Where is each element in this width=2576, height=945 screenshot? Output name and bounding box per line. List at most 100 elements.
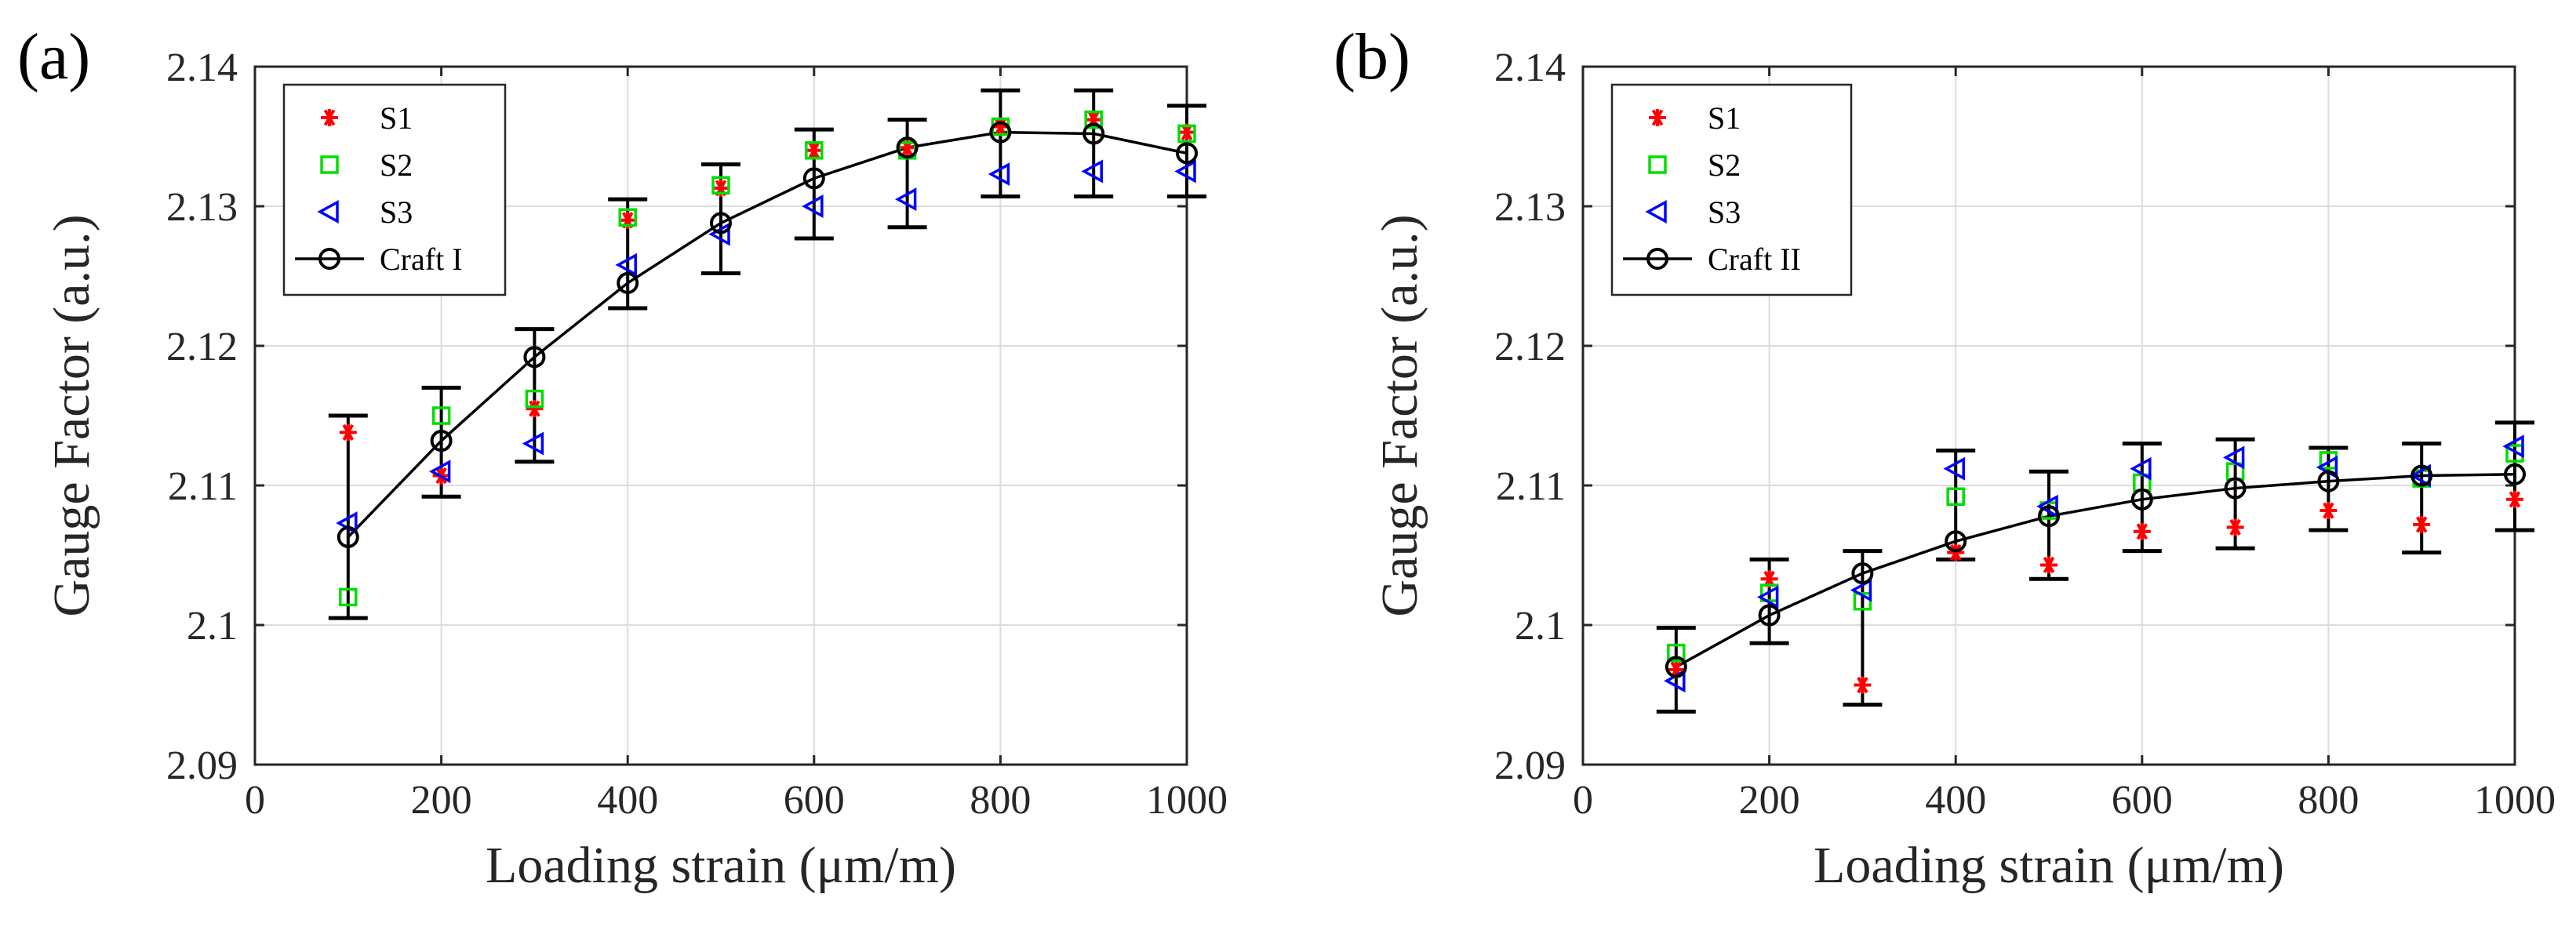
y-tick-label: 2.12: [166, 325, 238, 369]
data-point-s3: [894, 187, 917, 212]
x-tick-label: 400: [597, 778, 658, 823]
legend-marker: [317, 200, 339, 224]
data-point-s1: [2319, 502, 2338, 520]
data-point-s2: [1667, 643, 1686, 663]
data-point-craft: [710, 212, 732, 234]
data-point-s2: [1177, 124, 1196, 144]
data-point-s3: [2130, 456, 2152, 481]
y-tick-label: 2.13: [166, 185, 238, 230]
data-point-s3: [1756, 585, 1779, 609]
legend-entry: S3: [380, 194, 413, 230]
data-point-craft: [2410, 464, 2433, 487]
x-tick-label: 200: [411, 778, 472, 823]
legend-entry: S1: [1708, 100, 1741, 136]
y-tick-label: 2.11: [1496, 464, 1566, 509]
data-point-s3: [1850, 578, 1872, 602]
data-point-s1: [1178, 123, 1195, 141]
x-tick-label: 1000: [2474, 778, 2556, 823]
tick-marks: [1581, 65, 2516, 766]
y-tick-label: 2.09: [166, 743, 238, 788]
legend-entry: S2: [1708, 147, 1741, 183]
legend: S1 S2 S3 Craft I: [282, 83, 507, 296]
panel-label: (b): [1333, 20, 1410, 93]
data-point-s1: [526, 400, 544, 418]
data-point-craft: [1758, 604, 1781, 627]
data-point-s1: [2506, 490, 2523, 508]
data-point-s3: [522, 431, 544, 456]
legend-marker: [318, 248, 340, 270]
data-point-s3: [802, 194, 824, 218]
data-point-s2: [805, 141, 824, 160]
data-point-craft: [1665, 656, 1687, 678]
data-point-s1: [339, 423, 357, 442]
data-point-craft: [617, 271, 639, 294]
legend-marker: [321, 109, 338, 126]
legend-marker: [1646, 248, 1668, 270]
series-craft-markers: [337, 121, 1198, 548]
data-point-s3: [988, 162, 1010, 187]
y-tick-label: 2.11: [168, 464, 238, 509]
data-point-craft: [2224, 477, 2247, 500]
data-point-s1: [2040, 556, 2058, 574]
data-point-craft: [802, 167, 825, 190]
y-tick-label: 2.14: [166, 45, 238, 90]
data-point-craft: [1176, 142, 1198, 165]
data-point-s3: [428, 460, 451, 484]
x-tick-label: 800: [2298, 778, 2359, 823]
series-s3: [1664, 434, 2524, 693]
data-point-craft: [1082, 122, 1105, 145]
legend-entry: S2: [380, 147, 413, 183]
legend-entry: Craft II: [1708, 242, 1801, 277]
x-tick-label: 600: [2112, 778, 2173, 823]
error-bar: [2402, 442, 2442, 554]
legend-marker: [1648, 155, 1667, 174]
y-tick-label: 2.09: [1494, 743, 1566, 788]
data-point-s3: [1943, 456, 1965, 481]
axes-frame: [253, 65, 1188, 766]
x-tick-label: 600: [784, 778, 845, 823]
data-point-s2: [339, 587, 358, 607]
x-tick-label: 0: [1573, 778, 1593, 823]
data-point-craft: [430, 430, 453, 453]
data-point-craft: [523, 346, 546, 369]
data-point-s1: [2226, 518, 2244, 536]
y-axis-label: Gauge Factor (a.u.): [1371, 214, 1428, 616]
legend: S1 S2 S3 Craft II: [1610, 83, 1853, 296]
y-tick-label: 2.12: [1494, 325, 1566, 369]
x-tick-label: 800: [970, 778, 1031, 823]
data-point-s3: [615, 253, 637, 277]
y-tick-label: 2.1: [1515, 604, 1566, 649]
x-tick-label: 200: [1739, 778, 1800, 823]
data-point-s1: [1854, 676, 1872, 694]
data-point-craft: [1945, 530, 1967, 553]
tick-marks: [253, 65, 1188, 766]
data-point-s3: [1081, 159, 1103, 184]
craft-line: [347, 130, 1188, 539]
data-point-s2: [711, 176, 730, 195]
x-tick-label: 0: [245, 778, 265, 823]
legend-marker: [1645, 200, 1667, 224]
y-tick-label: 2.14: [1494, 45, 1566, 90]
data-point-craft: [2130, 488, 2153, 511]
x-tick-label: 400: [1925, 778, 1986, 823]
x-tick-label: 1000: [1146, 778, 1228, 823]
data-point-s2: [525, 389, 544, 409]
series-s3: [336, 159, 1196, 536]
data-point-s1: [1947, 543, 1965, 562]
data-point-s3: [2036, 494, 2058, 518]
data-point-s3: [2222, 445, 2245, 470]
legend-entry: S3: [1708, 194, 1741, 230]
legend-entry: S1: [380, 100, 413, 136]
y-axis-label: Gauge Factor (a.u.): [43, 214, 100, 616]
craft-line: [1675, 473, 2516, 668]
x-axis-label: Loading strain (μm/m): [1814, 837, 2284, 894]
data-point-craft: [337, 525, 359, 548]
data-point-s1: [805, 141, 823, 159]
panel-b: 0 200 400 600 800 1000 2.09 2.1 2.11 2.12 2.13 2.14…: [1333, 20, 2556, 894]
data-point-s2: [618, 208, 637, 227]
data-point-s3: [1174, 159, 1196, 184]
data-point-craft: [989, 121, 1012, 144]
data-point-craft: [1851, 562, 1874, 585]
legend-entry: Craft I: [380, 242, 463, 277]
